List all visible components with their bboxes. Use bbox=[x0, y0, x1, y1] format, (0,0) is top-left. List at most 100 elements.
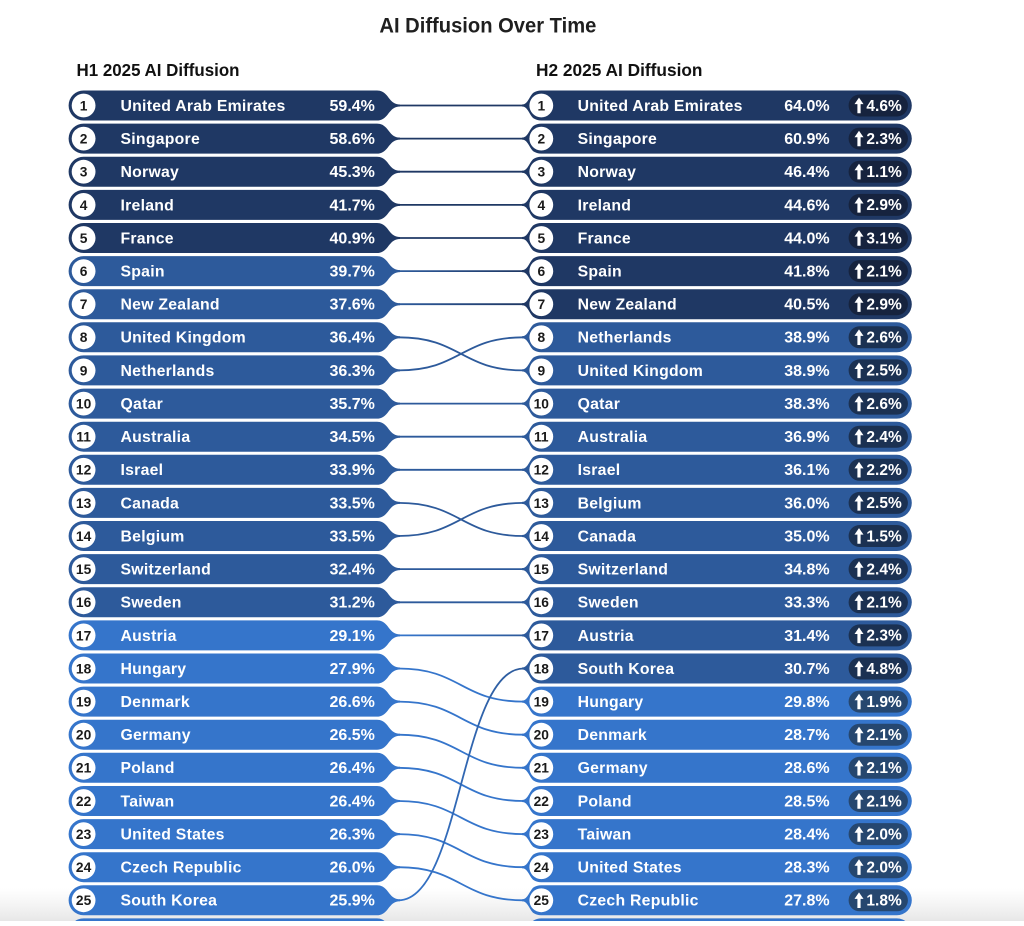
svg-text:2.6%: 2.6% bbox=[866, 330, 902, 347]
svg-text:8: 8 bbox=[80, 330, 88, 345]
svg-text:46.4%: 46.4% bbox=[784, 164, 829, 181]
svg-text:36.3%: 36.3% bbox=[330, 363, 375, 380]
svg-text:28.5%: 28.5% bbox=[784, 793, 829, 810]
svg-text:Qatar: Qatar bbox=[121, 396, 164, 413]
svg-text:21: 21 bbox=[534, 761, 550, 776]
svg-text:1: 1 bbox=[537, 98, 545, 113]
svg-text:Netherlands: Netherlands bbox=[578, 330, 672, 347]
svg-text:2: 2 bbox=[80, 132, 88, 147]
svg-text:40.9%: 40.9% bbox=[330, 230, 375, 247]
svg-text:Spain: Spain bbox=[578, 264, 622, 281]
svg-text:Israel: Israel bbox=[121, 462, 164, 479]
svg-text:7: 7 bbox=[537, 297, 545, 312]
svg-text:28.6%: 28.6% bbox=[784, 760, 829, 777]
svg-text:1.1%: 1.1% bbox=[866, 164, 902, 181]
svg-text:35.0%: 35.0% bbox=[784, 528, 829, 545]
svg-text:60.9%: 60.9% bbox=[784, 131, 829, 148]
svg-text:2.1%: 2.1% bbox=[866, 793, 902, 810]
svg-text:27.9%: 27.9% bbox=[330, 661, 375, 678]
svg-text:2.9%: 2.9% bbox=[866, 197, 902, 214]
svg-text:Poland: Poland bbox=[121, 760, 175, 777]
svg-text:Sweden: Sweden bbox=[578, 595, 639, 612]
svg-text:29.1%: 29.1% bbox=[330, 628, 375, 645]
svg-text:4.8%: 4.8% bbox=[866, 661, 902, 678]
svg-text:12: 12 bbox=[76, 463, 92, 478]
svg-text:4: 4 bbox=[537, 198, 545, 213]
svg-text:38.9%: 38.9% bbox=[784, 363, 829, 380]
svg-text:United States: United States bbox=[121, 827, 225, 844]
svg-text:23: 23 bbox=[76, 827, 92, 842]
svg-text:29.8%: 29.8% bbox=[784, 694, 829, 711]
svg-text:Austria: Austria bbox=[121, 628, 177, 645]
svg-text:Singapore: Singapore bbox=[578, 131, 658, 148]
svg-text:Germany: Germany bbox=[121, 727, 191, 744]
svg-text:41.7%: 41.7% bbox=[330, 197, 375, 214]
svg-text:2.9%: 2.9% bbox=[866, 297, 902, 314]
svg-text:United States: United States bbox=[578, 860, 682, 877]
svg-text:1.8%: 1.8% bbox=[866, 893, 902, 910]
svg-text:26.0%: 26.0% bbox=[330, 860, 375, 877]
svg-text:10: 10 bbox=[534, 397, 550, 412]
svg-text:Singapore: Singapore bbox=[121, 131, 201, 148]
svg-text:South Korea: South Korea bbox=[121, 893, 218, 910]
svg-text:8: 8 bbox=[537, 330, 545, 345]
svg-text:28.4%: 28.4% bbox=[784, 827, 829, 844]
svg-text:Taiwan: Taiwan bbox=[578, 827, 632, 844]
svg-text:2.1%: 2.1% bbox=[866, 263, 902, 280]
svg-text:Czech Republic: Czech Republic bbox=[578, 893, 699, 910]
svg-text:19: 19 bbox=[76, 695, 92, 710]
svg-text:32.4%: 32.4% bbox=[330, 562, 375, 579]
svg-text:France: France bbox=[578, 230, 631, 247]
svg-text:25: 25 bbox=[76, 893, 92, 908]
svg-text:South Korea: South Korea bbox=[578, 661, 675, 678]
svg-text:Poland: Poland bbox=[578, 793, 632, 810]
svg-text:9: 9 bbox=[80, 363, 88, 378]
svg-text:24: 24 bbox=[76, 860, 92, 875]
svg-text:30.7%: 30.7% bbox=[784, 661, 829, 678]
svg-text:Czech Republic: Czech Republic bbox=[121, 860, 242, 877]
svg-text:19: 19 bbox=[534, 695, 550, 710]
svg-text:Austria: Austria bbox=[578, 628, 634, 645]
svg-text:United Arab Emirates: United Arab Emirates bbox=[578, 98, 743, 115]
svg-text:2.4%: 2.4% bbox=[866, 561, 902, 578]
svg-text:3.1%: 3.1% bbox=[866, 230, 902, 247]
svg-text:Canada: Canada bbox=[121, 495, 180, 512]
svg-text:14: 14 bbox=[534, 529, 550, 544]
svg-text:26.4%: 26.4% bbox=[330, 760, 375, 777]
svg-text:35.7%: 35.7% bbox=[330, 396, 375, 413]
svg-text:18: 18 bbox=[534, 661, 550, 676]
svg-text:Spain: Spain bbox=[121, 264, 165, 281]
svg-text:2.5%: 2.5% bbox=[866, 495, 902, 512]
svg-text:38.3%: 38.3% bbox=[784, 396, 829, 413]
svg-text:33.5%: 33.5% bbox=[330, 528, 375, 545]
svg-text:United Kingdom: United Kingdom bbox=[578, 363, 703, 380]
svg-text:13: 13 bbox=[76, 496, 92, 511]
svg-text:27.8%: 27.8% bbox=[784, 893, 829, 910]
svg-text:7: 7 bbox=[80, 297, 88, 312]
svg-text:2.2%: 2.2% bbox=[866, 462, 902, 479]
svg-text:36.9%: 36.9% bbox=[784, 429, 829, 446]
svg-text:12: 12 bbox=[534, 463, 550, 478]
svg-text:4: 4 bbox=[80, 198, 88, 213]
svg-text:Denmark: Denmark bbox=[121, 694, 190, 711]
svg-text:33.9%: 33.9% bbox=[330, 462, 375, 479]
svg-text:Ireland: Ireland bbox=[121, 197, 175, 214]
svg-text:33.5%: 33.5% bbox=[330, 495, 375, 512]
svg-text:Qatar: Qatar bbox=[578, 396, 621, 413]
svg-text:26.5%: 26.5% bbox=[330, 727, 375, 744]
svg-text:2: 2 bbox=[537, 132, 545, 147]
svg-text:14: 14 bbox=[76, 529, 92, 544]
svg-text:26.3%: 26.3% bbox=[330, 827, 375, 844]
svg-text:Belgium: Belgium bbox=[121, 528, 185, 545]
svg-text:28.3%: 28.3% bbox=[784, 860, 829, 877]
svg-text:2.3%: 2.3% bbox=[866, 131, 902, 148]
svg-text:Canada: Canada bbox=[578, 528, 637, 545]
svg-text:1: 1 bbox=[80, 98, 88, 113]
svg-text:16: 16 bbox=[534, 595, 550, 610]
svg-text:11: 11 bbox=[76, 430, 91, 445]
svg-text:22: 22 bbox=[534, 794, 550, 809]
svg-text:36.4%: 36.4% bbox=[330, 330, 375, 347]
svg-text:Sweden: Sweden bbox=[121, 595, 182, 612]
svg-text:H1 2025 AI Diffusion: H1 2025 AI Diffusion bbox=[77, 60, 240, 80]
svg-text:2.1%: 2.1% bbox=[866, 595, 902, 612]
